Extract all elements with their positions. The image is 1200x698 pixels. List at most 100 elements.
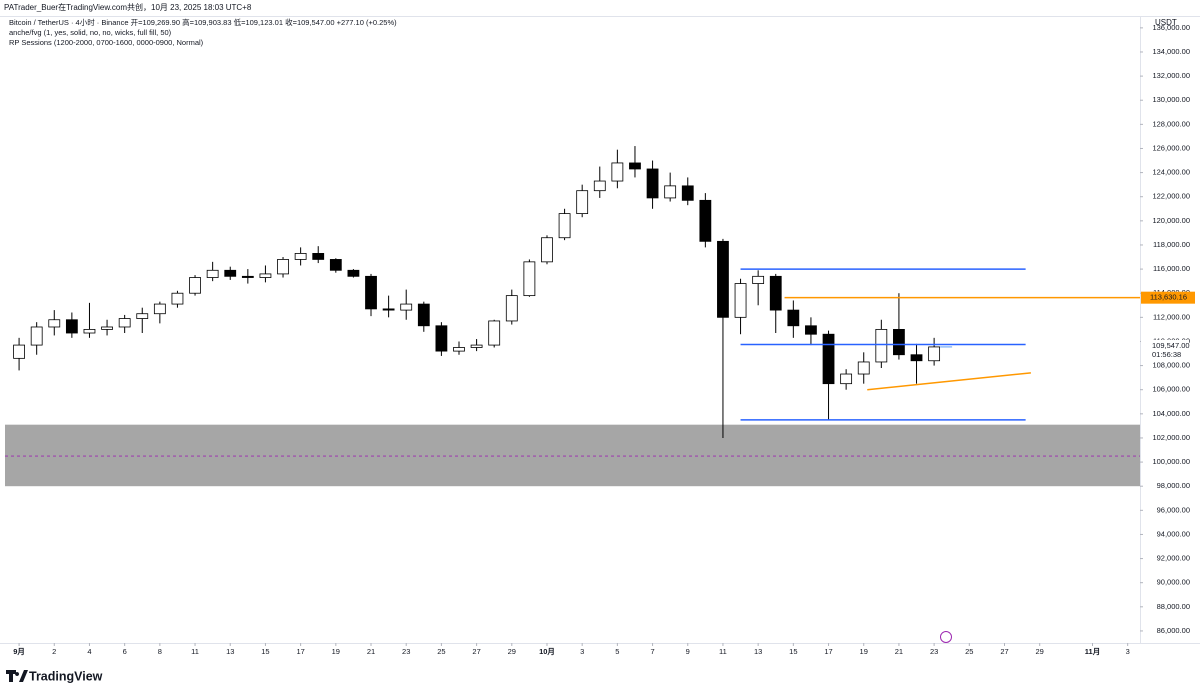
last-price-tag xyxy=(1141,339,1189,362)
x-tick-label: 19 xyxy=(860,647,868,656)
x-tick-label: 25 xyxy=(437,647,445,656)
candle-body xyxy=(576,190,589,215)
candle-body xyxy=(717,240,729,318)
logo-mark xyxy=(6,670,28,682)
candle-body xyxy=(118,318,131,328)
x-tick-label: 29 xyxy=(1036,647,1044,656)
candle-body xyxy=(470,344,483,348)
candle-body xyxy=(646,168,659,199)
fvg-zone xyxy=(5,424,1140,487)
countdown-label: 01:56:38 xyxy=(1152,350,1181,359)
candle-body xyxy=(787,309,800,327)
candle-body xyxy=(558,213,571,239)
candle-body xyxy=(259,273,272,278)
x-tick-label: 9月 xyxy=(13,647,25,656)
x-tick-label: 29 xyxy=(508,647,516,656)
x-tick-label: 3 xyxy=(580,647,584,656)
x-tick-label: 13 xyxy=(754,647,762,656)
y-tick-label: 118,000.00 xyxy=(1153,240,1190,249)
y-tick-label: 126,000.00 xyxy=(1152,143,1190,152)
candle-body xyxy=(206,269,219,278)
candle-body xyxy=(611,162,624,182)
y-tick-label: 112,000.00 xyxy=(1153,312,1190,321)
candle-body xyxy=(101,326,113,330)
y-tick-label: 108,000.00 xyxy=(1152,361,1190,370)
y-tick-label: 102,000.00 xyxy=(1152,433,1190,442)
attribution: PATrader_Buer在TradingView.com共创，10月 23, … xyxy=(4,2,252,12)
x-tick-label: 21 xyxy=(367,647,375,656)
x-tick-label: 2 xyxy=(52,647,56,656)
y-tick-label: 96,000.00 xyxy=(1157,505,1190,514)
y-tick-label: 104,000.00 xyxy=(1152,409,1190,418)
y-tick-label: 120,000.00 xyxy=(1152,216,1190,225)
x-tick-label: 11 xyxy=(191,647,199,656)
candle-body xyxy=(13,344,25,359)
x-tick-label: 3 xyxy=(1126,647,1130,656)
candle-body xyxy=(347,269,360,277)
level-line xyxy=(867,372,1031,391)
x-tick-label: 11月 xyxy=(1085,647,1100,656)
candle-body xyxy=(277,259,289,275)
x-tick-label: 15 xyxy=(261,647,269,656)
event-icon[interactable] xyxy=(940,631,952,643)
y-tick-label: 128,000.00 xyxy=(1152,119,1190,128)
candle-body xyxy=(593,180,606,192)
logo-text: TradingView xyxy=(29,669,103,683)
price-tag-label: 113,630.16 xyxy=(1150,293,1187,302)
x-tick-label: 8 xyxy=(158,647,162,656)
x-tick-label: 23 xyxy=(402,647,410,656)
indicator-legend: anche/fvg (1, yes, solid, no, no, wicks,… xyxy=(9,28,172,37)
y-tick-label: 90,000.00 xyxy=(1157,578,1190,587)
y-tick-label: 122,000.00 xyxy=(1152,192,1190,201)
x-tick-label: 11 xyxy=(719,647,727,656)
candle-body xyxy=(664,185,677,199)
x-tick-label: 4 xyxy=(87,647,91,656)
x-tick-label: 5 xyxy=(615,647,619,656)
candle-body xyxy=(523,261,536,297)
x-tick-label: 21 xyxy=(895,647,903,656)
y-tick-label: 92,000.00 xyxy=(1157,554,1190,563)
candle-body xyxy=(329,259,342,271)
y-tick-label: 94,000.00 xyxy=(1157,529,1190,538)
candle-body xyxy=(857,361,870,375)
x-tick-label: 17 xyxy=(296,647,304,656)
candle-body xyxy=(417,303,430,327)
y-tick-label: 100,000.00 xyxy=(1152,457,1190,466)
candle-body xyxy=(822,333,835,385)
candle-body xyxy=(312,253,325,260)
x-tick-label: 7 xyxy=(650,647,654,656)
candle-body xyxy=(488,320,501,346)
candle-body xyxy=(48,319,61,328)
x-tick-label: 25 xyxy=(965,647,973,656)
candle-body xyxy=(365,275,377,310)
y-tick-label: 116,000.00 xyxy=(1153,264,1190,273)
candle-body xyxy=(382,308,395,311)
candle-body xyxy=(30,326,43,346)
y-tick-label: 134,000.00 xyxy=(1152,47,1190,56)
candle-body xyxy=(83,328,96,334)
candle-body xyxy=(453,347,465,352)
x-tick-label: 27 xyxy=(1000,647,1008,656)
candle-body xyxy=(875,328,888,363)
candle-body xyxy=(752,275,765,284)
x-tick-label: 23 xyxy=(930,647,938,656)
y-tick-label: 136,000.00 xyxy=(1152,23,1190,32)
candle-body xyxy=(681,185,694,201)
price-tag xyxy=(1141,291,1195,304)
x-tick-label: 9 xyxy=(686,647,690,656)
logo: TradingView xyxy=(6,669,103,683)
y-tick-label: 98,000.00 xyxy=(1157,481,1190,490)
candle-body xyxy=(65,319,78,334)
y-tick-label: 132,000.00 xyxy=(1152,71,1190,80)
x-tick-label: 13 xyxy=(226,647,234,656)
candle-body xyxy=(241,275,254,278)
candle-body xyxy=(699,199,712,242)
candle-body xyxy=(541,237,553,263)
candle-body xyxy=(294,253,307,260)
candle-body xyxy=(153,303,166,315)
candle-body xyxy=(769,275,782,311)
x-tick-label: 15 xyxy=(789,647,797,656)
candle-body xyxy=(629,162,641,170)
y-tick-label: 130,000.00 xyxy=(1152,95,1190,104)
candle-body xyxy=(136,313,149,319)
